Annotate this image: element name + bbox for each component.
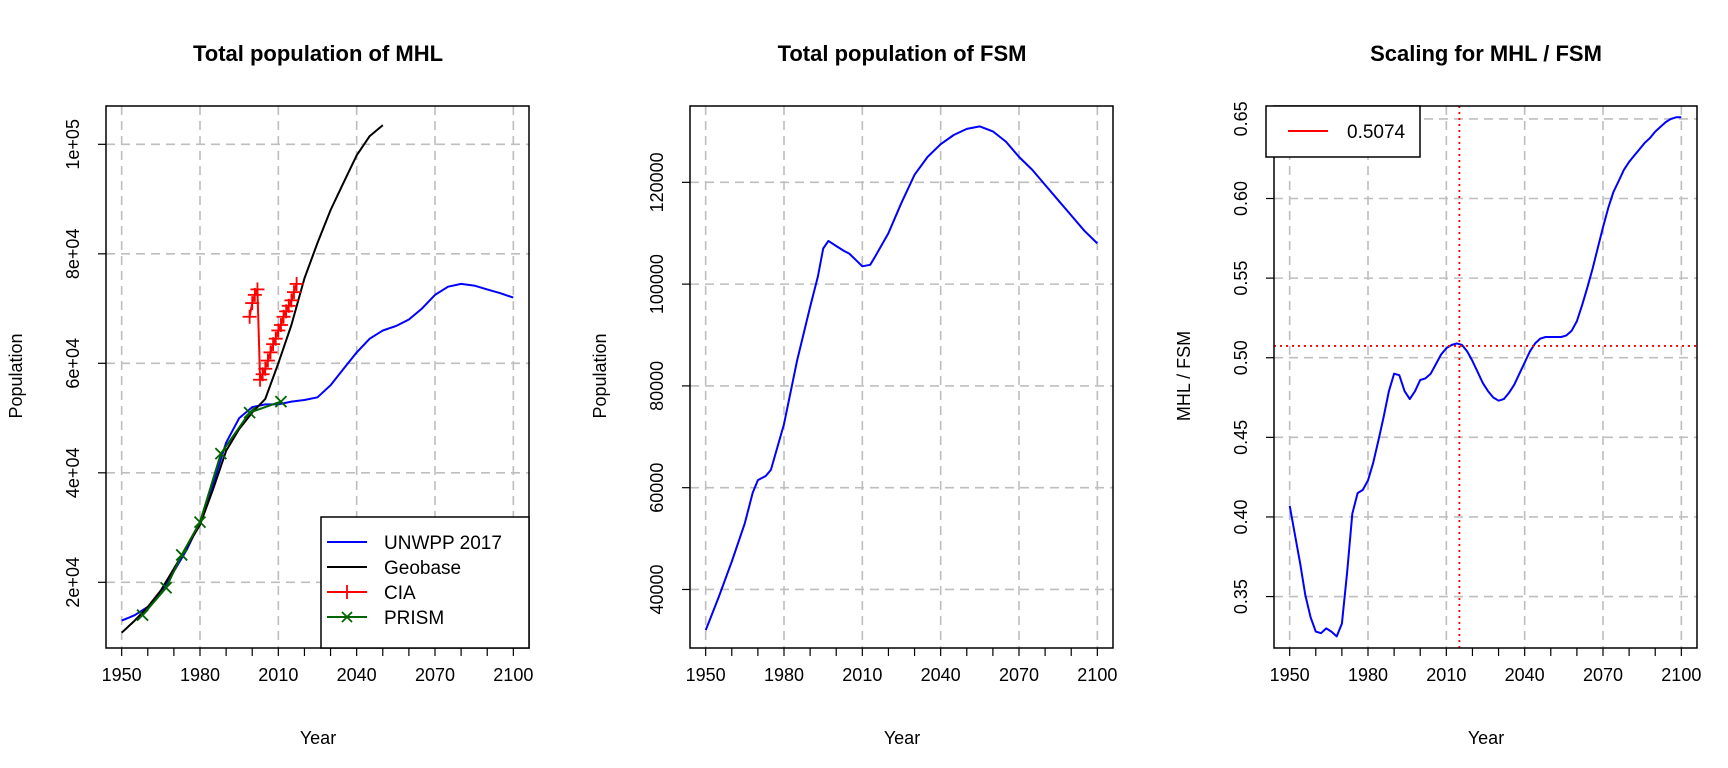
cia-point (258, 361, 273, 376)
axis-ticks: 1950 1980 2010 2040 2070 2100 2e+04 4e+04 6e+04 8… (63, 119, 533, 685)
y-axis-label: MHL / FSM (1174, 331, 1194, 421)
y-tick-label: 0.40 (1231, 499, 1251, 534)
cia-point (250, 282, 265, 297)
x-tick-label: 1980 (1348, 665, 1388, 685)
y-tick-label: 4e+04 (63, 448, 83, 499)
prism-point (136, 609, 149, 622)
legend-marker (341, 611, 353, 623)
legend-label: PRISM (384, 608, 444, 629)
cia-point (268, 331, 283, 346)
cia-point (263, 345, 278, 360)
prism-point (214, 447, 228, 460)
x-tick-label: 2010 (1426, 665, 1466, 685)
x-tick-label: 2070 (999, 665, 1039, 685)
y-tick-label: 60000 (647, 463, 667, 513)
cia-point (284, 293, 299, 308)
series-group (704, 125, 1098, 631)
x-axis-label: Year (300, 728, 336, 748)
y-tick-label: 120000 (647, 152, 667, 212)
prism-point (274, 395, 288, 408)
plot-frame (105, 105, 530, 649)
x-axis-label: Year (884, 728, 920, 748)
legend-label: CIA (384, 583, 416, 604)
x-tick-label: 1950 (1270, 665, 1310, 685)
x-tick-label: 2100 (1077, 665, 1117, 685)
y-axis-label: Population (590, 333, 610, 418)
panel-fsm: Total population of FSM Year Population … (590, 41, 1117, 748)
legend-label: UNWPP 2017 (384, 533, 502, 554)
prism-point (243, 406, 256, 419)
y-tick-label: 6e+04 (63, 338, 83, 389)
y-tick-label: 100000 (647, 254, 667, 314)
y-tick-label: 0.65 (1231, 101, 1251, 136)
prism-point (159, 581, 173, 594)
y-tick-label: 40000 (647, 564, 667, 614)
chart-title: Scaling for MHL / FSM (1370, 41, 1602, 66)
legend-box (320, 516, 530, 649)
cia-point (260, 353, 275, 368)
x-tick-label: 2040 (1505, 665, 1545, 685)
series-line (1288, 116, 1682, 638)
grid-lines (106, 106, 529, 648)
y-tick-label: 2e+04 (63, 557, 83, 608)
series-group (121, 124, 514, 634)
legend-label: 0.5074 (1347, 122, 1406, 143)
x-tick-label: 1980 (764, 665, 804, 685)
y-tick-label: 0.50 (1231, 340, 1251, 375)
panel-scaling: Scaling for MHL / FSM Year MHL / FSM 195… (1174, 41, 1701, 748)
x-tick-label: 1980 (180, 665, 220, 685)
cia-point (289, 276, 304, 291)
cia-point (242, 309, 257, 324)
series-line (141, 400, 282, 616)
series-group (1288, 116, 1682, 638)
x-tick-label: 2070 (415, 665, 455, 685)
prism-point (175, 548, 188, 562)
plot-frame (689, 105, 1114, 649)
chart-title: Total population of FSM (778, 41, 1027, 66)
y-tick-label: 8e+04 (63, 229, 83, 280)
x-tick-label: 2040 (921, 665, 961, 685)
x-tick-label: 2100 (493, 665, 533, 685)
legend: 0.5074 (1265, 105, 1421, 158)
grid-lines (1274, 106, 1697, 648)
x-tick-label: 1950 (686, 665, 726, 685)
cia-point (287, 285, 301, 300)
x-tick-label: 2010 (258, 665, 298, 685)
x-tick-label: 2070 (1583, 665, 1623, 685)
chart-title: Total population of MHL (193, 41, 443, 66)
plot-frame (1273, 105, 1698, 649)
x-tick-label: 2040 (337, 665, 377, 685)
cia-point (245, 296, 260, 311)
x-tick-label: 2100 (1661, 665, 1701, 685)
legend-label: Geobase (384, 558, 461, 579)
prism-point (193, 515, 207, 529)
axis-ticks: 1950 1980 2010 2040 2070 2100 0.35 0.40 0.45 0.50… (1231, 101, 1701, 685)
panel-mhl: Total population of MHL Year Population … (6, 41, 533, 748)
x-tick-label: 1950 (102, 665, 142, 685)
cia-point (273, 317, 288, 332)
y-tick-label: 1e+05 (63, 119, 83, 170)
y-tick-label: 0.35 (1231, 579, 1251, 614)
grid-lines (690, 106, 1113, 648)
y-axis-label: Population (6, 333, 26, 418)
x-axis-label: Year (1468, 728, 1504, 748)
series-line (704, 125, 1098, 631)
y-tick-label: 0.45 (1231, 420, 1251, 455)
legend: UNWPP 2017 Geobase CIA PRISM (320, 516, 530, 649)
y-tick-label: 0.55 (1231, 261, 1251, 296)
y-tick-label: 0.60 (1231, 181, 1251, 216)
x-tick-label: 2010 (842, 665, 882, 685)
y-tick-label: 80000 (647, 361, 667, 411)
reference-lines (1274, 106, 1697, 648)
axis-ticks: 1950 1980 2010 2040 2070 2100 40000 60000 80000 1… (647, 152, 1117, 685)
